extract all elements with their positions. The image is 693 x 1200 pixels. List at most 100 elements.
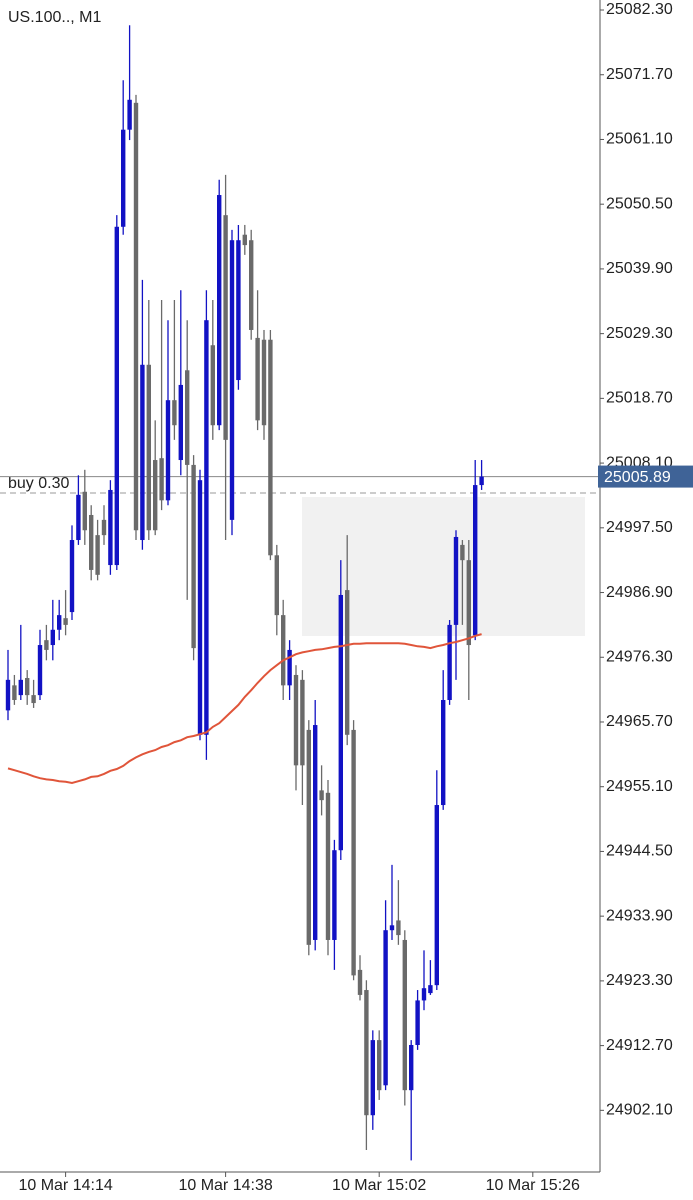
candle-body — [434, 805, 439, 986]
y-tick-label: 25071.70 — [606, 66, 673, 83]
candle-body — [236, 240, 241, 381]
candle-body — [396, 920, 401, 936]
candle-body — [108, 489, 113, 566]
candle-body — [204, 320, 209, 735]
candle-body — [159, 458, 164, 501]
candle-body — [357, 969, 363, 995]
candle-body — [5, 679, 11, 711]
candle-body — [351, 729, 356, 976]
candle-body — [313, 725, 318, 940]
position-zone — [302, 497, 585, 636]
y-tick-label: 24944.50 — [606, 843, 673, 860]
candle-body — [165, 400, 171, 501]
candle-body — [172, 400, 177, 426]
candle-body — [274, 555, 279, 616]
candle-body — [453, 536, 459, 625]
candle-body — [415, 1000, 420, 1045]
candle-body — [114, 226, 119, 566]
candle-body — [210, 345, 215, 426]
candle-body — [217, 195, 222, 426]
candle-body — [223, 215, 228, 440]
candle-body — [473, 485, 478, 636]
candle-body — [95, 535, 100, 575]
x-tick-label: 10 Mar 15:02 — [332, 1177, 426, 1194]
candle-body — [127, 99, 132, 130]
y-tick-label: 24986.90 — [606, 584, 673, 601]
candle-body — [293, 674, 299, 766]
candle-body — [300, 679, 305, 766]
candle-body — [447, 624, 452, 701]
candle-body — [249, 240, 254, 330]
candle-body — [325, 792, 331, 940]
candle-body — [306, 729, 311, 945]
candle-body — [345, 590, 350, 735]
candle-body — [57, 615, 62, 630]
y-tick-label: 25050.50 — [606, 195, 673, 212]
candle-body — [76, 494, 81, 541]
y-tick-label: 24933.90 — [606, 907, 673, 924]
candle-body — [364, 990, 369, 1116]
x-tick-label: 10 Mar 14:14 — [18, 1177, 112, 1194]
candle-body — [197, 480, 203, 735]
candle-body — [82, 491, 87, 531]
candle-body — [428, 985, 433, 994]
x-tick-label: 10 Mar 14:38 — [178, 1177, 272, 1194]
candle-body — [50, 629, 55, 646]
candle-body — [389, 925, 395, 931]
candle-body — [281, 615, 286, 686]
candle-body — [153, 460, 158, 531]
candle-body — [466, 560, 471, 646]
candle-body — [191, 464, 196, 649]
candle-body — [178, 384, 183, 461]
y-tick-label: 24955.10 — [606, 778, 673, 795]
candle-body — [89, 514, 94, 570]
y-tick-label: 25029.30 — [606, 325, 673, 342]
chart-title: US.100.., M1 — [8, 9, 101, 26]
candle-body — [133, 102, 139, 531]
y-tick-label: 24912.70 — [606, 1037, 673, 1054]
candle-body — [37, 645, 43, 696]
candle-body — [101, 519, 107, 536]
candle-body — [409, 1044, 414, 1091]
candle-body — [332, 850, 337, 940]
y-tick-label: 24902.10 — [606, 1102, 673, 1119]
candle-body — [255, 337, 260, 421]
candle-body — [44, 640, 49, 650]
current-price-box — [598, 465, 693, 488]
y-tick-label: 25061.10 — [606, 131, 673, 148]
candle-body — [421, 988, 427, 1001]
candle-body — [338, 594, 343, 851]
candle-body — [69, 540, 75, 613]
candle-body — [287, 649, 292, 686]
candle-body — [460, 544, 465, 561]
position-label: buy 0.30 — [8, 475, 69, 492]
y-tick-label: 24997.50 — [606, 519, 673, 536]
candle-body — [319, 790, 324, 801]
candle-body — [370, 1040, 375, 1116]
y-tick-label: 24923.30 — [606, 972, 673, 989]
candle-body — [31, 695, 36, 704]
candle-body — [261, 339, 267, 426]
y-tick-label: 24976.30 — [606, 648, 673, 665]
y-tick-label: 25082.30 — [606, 1, 673, 18]
candle-body — [18, 679, 23, 696]
candle-body — [229, 240, 235, 520]
moving-average — [7, 633, 482, 785]
candle-body — [121, 129, 126, 227]
candle-body — [63, 618, 68, 625]
candle-body — [479, 476, 484, 486]
candle-body — [140, 364, 145, 541]
candle-body — [185, 370, 190, 465]
candle-body — [146, 364, 151, 531]
candle-body — [377, 1040, 382, 1091]
candle-body — [268, 339, 273, 556]
y-tick-label: 24965.70 — [606, 713, 673, 730]
candle-body — [242, 234, 247, 246]
y-tick-label: 25039.90 — [606, 260, 673, 277]
candle-body — [12, 685, 17, 701]
candle-body — [383, 930, 388, 1086]
current-price-label: 25005.89 — [604, 469, 671, 486]
